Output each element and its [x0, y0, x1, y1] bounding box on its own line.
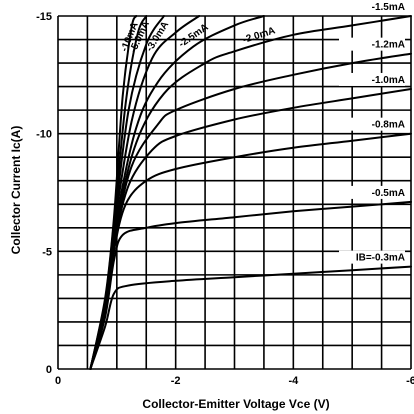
x-tick-label: -6 — [406, 375, 414, 387]
x-tick-label: -4 — [288, 375, 299, 387]
series-label-background — [339, 37, 405, 51]
y-tick-label: -15 — [36, 11, 52, 23]
series-label-background — [339, 72, 405, 86]
series-label-background — [339, 0, 405, 13]
curves — [89, 15, 412, 370]
tick-labels: 0 -2 -4 -6 0 -5 -10 -15 — [36, 11, 414, 387]
x-tick-label: -2 — [171, 375, 181, 387]
y-tick-label: -10 — [36, 129, 52, 141]
series-label: -0.5mA — [372, 188, 405, 199]
curve-labels: IB=-0.3mA-0.5mA-0.8mA-1.0mA-1.2mA-1.5mA-… — [119, 0, 405, 264]
series-label: IB=-0.3mA — [356, 253, 405, 264]
series-label: -0.8mA — [372, 120, 405, 131]
y-tick-label: 0 — [46, 364, 52, 376]
series-label-background — [339, 250, 405, 264]
series-label-background — [339, 117, 405, 131]
series-line — [89, 15, 138, 370]
series-line — [89, 15, 201, 370]
series-label: -1.0mA — [372, 75, 405, 86]
series-line — [89, 265, 412, 370]
series-label: -1.2mA — [372, 40, 405, 51]
x-tick-label: 0 — [55, 375, 61, 387]
series-label-background — [339, 185, 405, 199]
y-axis-title: Collector Current Ic(A) — [9, 126, 23, 255]
x-axis-title: Collector-Emitter Voltage Vce (V) — [142, 397, 329, 411]
series-label: -1.5mA — [372, 2, 405, 13]
y-tick-label: -5 — [42, 246, 52, 258]
series-line — [89, 200, 412, 370]
